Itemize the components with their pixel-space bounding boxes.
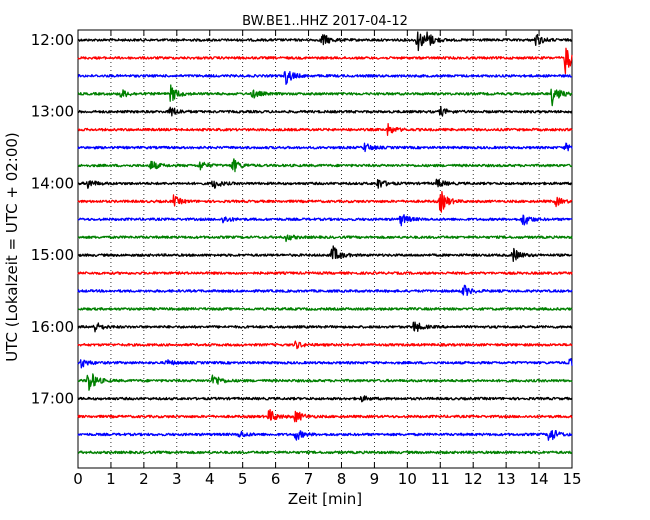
plot-frame <box>77 29 573 469</box>
x-tick-label: 9 <box>370 470 380 488</box>
trace-1400 <box>77 178 573 189</box>
chart-title: BW.BE1..HHZ 2017-04-12 <box>242 14 408 29</box>
x-tick-label: 11 <box>431 470 450 488</box>
y-tick-label: 13:00 <box>31 103 74 121</box>
trace-1245 <box>77 84 573 107</box>
trace-1330 <box>77 142 573 153</box>
x-tick-label: 15 <box>562 470 581 488</box>
x-axis-ticks: 0 1 2 3 4 5 6 7 8 9 10 11 12 13 14 15 <box>73 30 582 488</box>
trace-1445 <box>77 234 573 243</box>
trace-1515 <box>77 271 573 275</box>
trace-1215 <box>77 47 573 75</box>
trace-1730 <box>77 430 573 441</box>
trace-1615 <box>77 340 573 350</box>
trace-1600 <box>77 321 573 333</box>
x-tick-label: 2 <box>139 470 149 488</box>
x-tick-label: 3 <box>172 470 182 488</box>
y-tick-label: 12:00 <box>31 31 74 49</box>
y-tick-label: 16:00 <box>31 318 74 336</box>
trace-1630 <box>77 358 573 369</box>
seismic-traces <box>77 31 573 455</box>
x-tick-label: 10 <box>398 470 417 488</box>
x-axis-label: Zeit [min] <box>288 490 362 508</box>
trace-1500 <box>77 245 573 263</box>
trace-1415 <box>77 190 573 213</box>
x-tick-label: 6 <box>271 470 281 488</box>
x-tick-label: 14 <box>530 470 549 488</box>
y-tick-label: 15:00 <box>31 246 74 264</box>
x-tick-label: 5 <box>238 470 248 488</box>
trace-1700 <box>77 395 573 403</box>
x-tick-label: 4 <box>205 470 215 488</box>
x-tick-label: 1 <box>106 470 116 488</box>
trace-1745 <box>77 450 573 455</box>
x-tick-label: 8 <box>337 470 347 488</box>
x-tick-label: 13 <box>497 470 516 488</box>
trace-1645 <box>77 373 573 391</box>
y-axis-ticks: 12:00 13:00 14:00 15:00 16:00 17:00 <box>31 31 572 408</box>
trace-1315 <box>77 123 573 136</box>
trace-1230 <box>77 70 573 85</box>
trace-1200 <box>77 31 573 52</box>
trace-1345 <box>77 158 573 173</box>
trace-1530 <box>77 284 573 297</box>
trace-1715 <box>77 409 573 423</box>
x-tick-label: 12 <box>464 470 483 488</box>
trace-1430 <box>77 214 573 227</box>
y-tick-label: 14:00 <box>31 174 74 192</box>
x-tick-label: 7 <box>304 470 314 488</box>
y-axis-label: UTC (Lokalzeit = UTC + 02:00) <box>3 132 21 362</box>
trace-1300 <box>77 105 573 117</box>
trace-1545 <box>77 307 573 311</box>
x-tick-label: 0 <box>73 470 83 488</box>
y-tick-label: 17:00 <box>31 390 74 408</box>
